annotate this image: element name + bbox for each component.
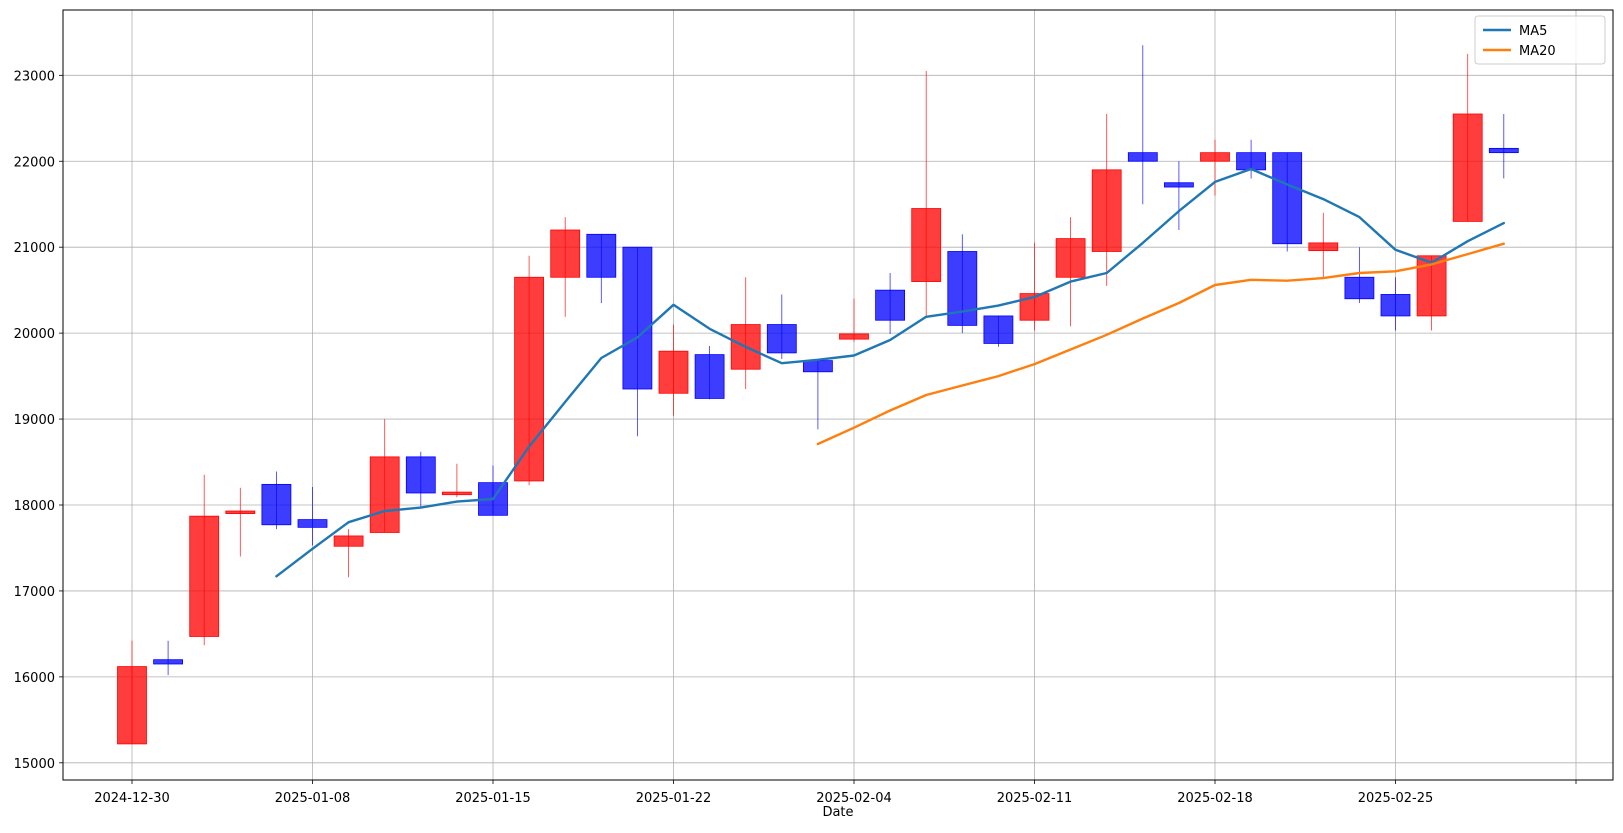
x-tick-label: 2025-01-15: [455, 791, 531, 806]
y-tick-label: 17000: [14, 585, 55, 600]
plot-frame: [62, 9, 1614, 781]
candle-body: [911, 208, 942, 282]
legend-box: [1474, 15, 1606, 65]
y-tick-label: 19000: [14, 413, 55, 428]
y-tick-label: 20000: [14, 327, 55, 342]
x-tick-label: 2025-01-08: [275, 791, 351, 806]
x-axis: 2024-12-30 2025-01-08 2025-01-15 2025-01-22…: [94, 780, 1577, 806]
candle-body: [1127, 152, 1158, 162]
candle-body: [117, 666, 147, 745]
candle-body: [333, 535, 364, 547]
candle-body: [405, 456, 436, 494]
x-tick-label: 2025-02-04: [816, 791, 892, 806]
series-line-ma20: [816, 242, 1506, 446]
candle-body: [297, 519, 328, 528]
y-tick-label: 21000: [14, 241, 55, 256]
x-axis-label: Date: [822, 805, 853, 820]
x-tick-label: 2025-01-22: [636, 791, 712, 806]
y-tick-label: 23000: [14, 69, 55, 84]
candle-body: [839, 333, 869, 340]
candle-body: [586, 233, 617, 278]
legend-label-ma5: MA5: [1519, 24, 1547, 39]
y-tick-label: 16000: [14, 671, 55, 686]
candle-body: [1344, 276, 1375, 300]
candle-body: [983, 315, 1014, 344]
candle-body: [1488, 147, 1519, 154]
y-tick-label: 15000: [14, 757, 55, 772]
candle-body: [1380, 294, 1411, 317]
y-axis: 15000 16000 17000 18000 19000 20000 21000 22000…: [14, 69, 63, 772]
y-tick-label: 22000: [14, 155, 55, 170]
candle-body: [261, 483, 292, 526]
x-tick-label: 2025-02-11: [997, 791, 1073, 806]
legend-label-ma20: MA20: [1519, 44, 1556, 59]
candle-body: [1200, 152, 1230, 162]
candle-body: [803, 360, 833, 373]
x-tick-label: 2025-02-18: [1177, 791, 1253, 806]
candle-body: [369, 456, 400, 533]
candle-body: [1091, 169, 1122, 252]
series-line-ma5: [275, 167, 1506, 578]
candle-body: [153, 659, 184, 665]
x-tick-label: 2025-02-25: [1358, 791, 1434, 806]
candle-body: [1164, 182, 1194, 188]
candle-body: [441, 491, 472, 496]
y-tick-label: 18000: [14, 499, 55, 514]
x-tick-label: 2024-12-30: [94, 791, 170, 806]
candle-body: [875, 289, 905, 321]
candle-body: [514, 276, 544, 482]
candle-body: [189, 515, 220, 637]
candle-body: [947, 251, 978, 326]
candle-body: [225, 510, 256, 514]
candle-body: [1055, 238, 1086, 278]
candle-body: [622, 246, 653, 390]
candle-body: [1452, 113, 1483, 222]
candle-body: [766, 324, 797, 354]
legend: MA5 MA20: [1474, 15, 1606, 65]
moving-average-lines: [275, 167, 1506, 578]
candle-body: [1236, 152, 1266, 171]
candle-body: [694, 354, 725, 399]
candle-body: [550, 229, 581, 278]
candle-body: [1272, 152, 1303, 245]
candle-body: [658, 350, 689, 394]
candle-body: [1308, 242, 1339, 252]
